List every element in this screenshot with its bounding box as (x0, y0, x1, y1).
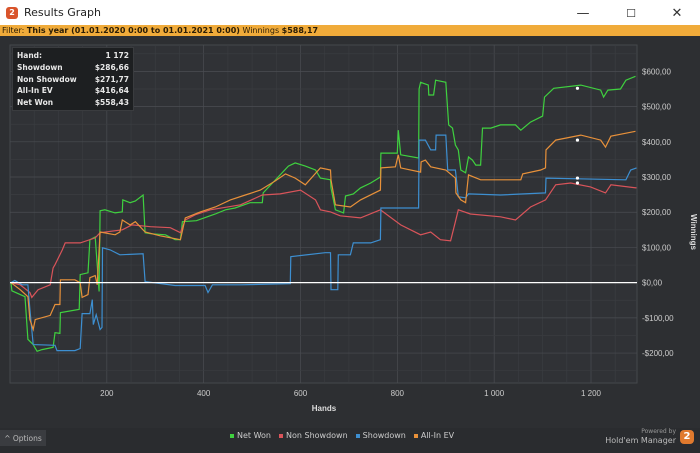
tooltip-label: Net Won (17, 98, 54, 108)
y-tick-label: -$200,00 (642, 349, 674, 358)
legend-label: Non Showdown (286, 431, 348, 440)
close-button[interactable]: ✕ (671, 5, 683, 21)
tooltip-row: All-In EV $416,64 (17, 85, 129, 97)
hover-marker (575, 181, 580, 185)
tooltip-value: $286,66 (94, 62, 129, 72)
y-axis-label: Winnings (689, 214, 698, 250)
tooltip-row: Showdown $286,66 (17, 62, 129, 74)
x-tick-label: 1 000 (484, 389, 505, 398)
hover-marker (575, 176, 580, 180)
x-tick-label: 200 (100, 389, 114, 398)
x-tick-label: 800 (391, 389, 405, 398)
y-tick-label: -$100,00 (642, 314, 674, 323)
series-line-showdown (10, 134, 637, 352)
filter-label: Filter: (2, 26, 25, 35)
winnings-label: Winnings (242, 26, 280, 35)
brand: Powered by Hold'em Manager 2 (605, 428, 694, 445)
tooltip-row: Net Won $558,43 (17, 97, 129, 109)
tooltip-value: $558,43 (94, 98, 129, 108)
y-tick-label: $200,00 (642, 208, 671, 217)
y-tick-label: $0,00 (642, 279, 663, 288)
x-tick-label: 1 200 (581, 389, 602, 398)
maximize-button[interactable]: ☐ (626, 6, 636, 20)
tooltip-row: Hand: 1 172 (17, 50, 129, 62)
tooltip-label: All-In EV (17, 86, 53, 96)
filter-range: This year (01.01.2020 0:00 to 01.01.2021… (26, 26, 240, 35)
x-tick-label: 400 (197, 389, 211, 398)
tooltip-value: 1 172 (105, 51, 130, 60)
legend-label: Showdown (362, 431, 406, 440)
options-button[interactable]: ^ Options (0, 430, 46, 446)
tooltip-value: $271,77 (94, 74, 129, 84)
series-lines (10, 75, 637, 353)
legend-item[interactable]: Showdown (355, 431, 406, 440)
legend-item[interactable]: Non Showdown (279, 431, 348, 440)
tooltip-label: Showdown (17, 62, 63, 72)
legend-swatch (355, 433, 360, 438)
x-tick-label: 600 (294, 389, 308, 398)
powered-by-text: Powered by (641, 428, 676, 435)
y-tick-label: $600,00 (642, 67, 671, 76)
brand-name: Hold'em Manager (605, 436, 676, 445)
y-tick-label: $500,00 (642, 103, 671, 112)
series-line-net-won (10, 75, 636, 353)
hover-marker (575, 138, 580, 142)
series-line-non-showdown (10, 182, 637, 299)
filter-bar: Filter: This year (01.01.2020 0:00 to 01… (0, 25, 700, 36)
tooltip-label: Hand: (17, 51, 43, 60)
title-bar: 2 Results Graph — ☐ ✕ (0, 0, 700, 25)
window-title: Results Graph (24, 6, 101, 19)
tooltip-label: Non Showdow (17, 74, 77, 84)
app-logo-icon: 2 (6, 6, 18, 19)
legend-item[interactable]: All-In EV (413, 431, 455, 440)
legend-swatch (230, 433, 234, 438)
bottom-bar: ^ Options Net Won Non Showdown Showdown All… (0, 428, 700, 453)
tooltip-value: $416,64 (94, 86, 129, 96)
legend-swatch (279, 433, 283, 438)
legend-label: Net Won (237, 431, 271, 440)
minimize-button[interactable]: — (576, 5, 590, 21)
legend-item[interactable]: Net Won (230, 431, 271, 440)
brand-logo-icon: 2 (680, 429, 694, 444)
tooltip-row: Non Showdow $271,77 (17, 74, 129, 86)
y-tick-label: $300,00 (642, 173, 671, 182)
legend-label: All-In EV (420, 431, 455, 440)
x-axis-label: Hands (312, 404, 337, 413)
hover-marker (575, 86, 580, 90)
hover-tooltip: Hand: 1 172 Showdown $286,66 Non Showdow $271… (12, 47, 134, 111)
y-tick-label: $400,00 (642, 138, 671, 147)
legend-swatch (413, 433, 418, 438)
winnings-value: $588,17 (281, 26, 319, 35)
y-axis: $600,00 $500,00 $400,00 $300,00 $200,00 $100,… (642, 67, 674, 358)
series-line-all-in-ev (10, 130, 636, 332)
y-tick-label: $100,00 (642, 243, 671, 252)
x-axis: 200 400 600 800 1 000 1 200 (100, 389, 601, 398)
legend: Net Won Non Showdown Showdown All-In EV (230, 431, 454, 440)
